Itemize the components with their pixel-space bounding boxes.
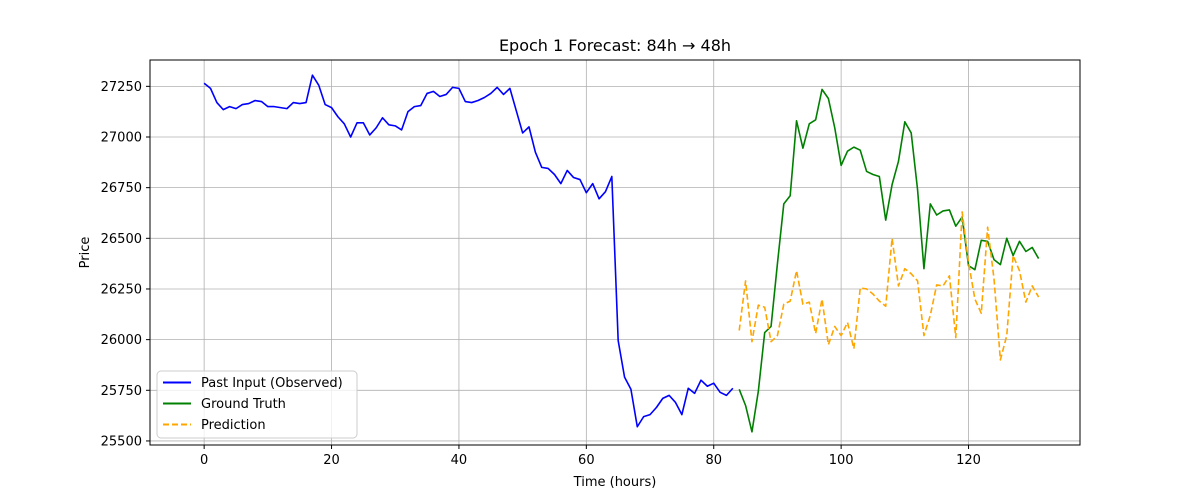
legend-label-past-input: Past Input (Observed)	[201, 376, 343, 391]
x-tick-label: 120	[956, 453, 981, 468]
x-tick-label: 80	[705, 453, 722, 468]
legend-label-prediction: Prediction	[201, 418, 266, 433]
chart-title: Epoch 1 Forecast: 84h → 48h	[499, 36, 731, 55]
x-tick-label: 40	[451, 453, 468, 468]
y-tick-label: 26750	[101, 181, 142, 196]
y-tick-label: 25750	[101, 384, 142, 399]
y-tick-label: 26000	[101, 333, 142, 348]
y-tick-label: 26250	[101, 282, 142, 297]
series-line-prediction	[738, 211, 1040, 361]
series-lines	[203, 74, 1040, 433]
y-tick-label: 25500	[101, 434, 142, 449]
y-axis-title: Price	[78, 237, 93, 269]
legend-label-ground-truth: Ground Truth	[201, 397, 286, 412]
x-axis-title: Time (hours)	[573, 475, 657, 490]
x-tick-label: 60	[578, 453, 595, 468]
series-line-ground-truth	[738, 88, 1040, 433]
legend-box	[156, 370, 358, 439]
axis-ticks: 0 20 40 60 80 100 120 25500 25750 26000 26250 26500…	[101, 80, 981, 468]
plot-frame	[149, 59, 1081, 446]
y-tick-label: 27000	[101, 131, 142, 146]
series-line-past-input-observed	[203, 74, 734, 428]
y-tick-label: 27250	[101, 80, 142, 95]
legend: Past Input (Observed) Ground Truth Predi…	[156, 370, 358, 439]
y-tick-label: 26500	[101, 232, 142, 247]
x-tick-label: 0	[200, 453, 208, 468]
x-tick-label: 100	[829, 453, 854, 468]
x-tick-label: 20	[323, 453, 340, 468]
